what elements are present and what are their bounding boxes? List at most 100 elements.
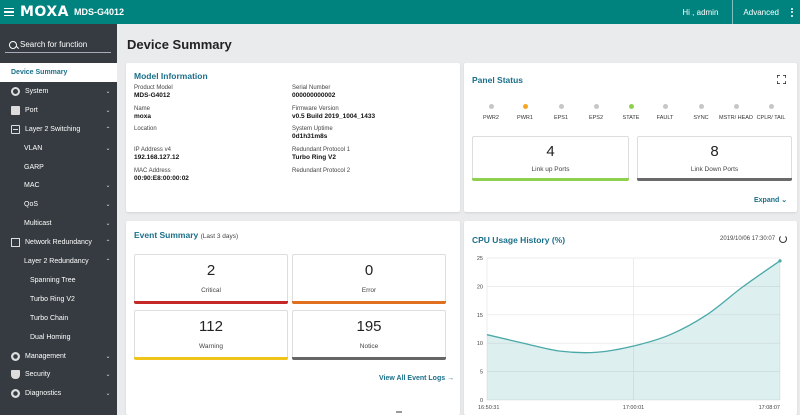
sidebar-item-label: Dual Homing <box>30 333 71 341</box>
sidebar-item-network-redundancy[interactable]: Network Redundancy ⌃ <box>0 233 117 252</box>
cpu-point <box>778 259 782 263</box>
info-value: 0d1h31m8s <box>292 133 328 140</box>
sidebar-item-multicast[interactable]: Multicast ⌄ <box>0 214 117 233</box>
sidebar-item-label: Turbo Ring V2 <box>30 295 75 303</box>
logo: MOXA <box>20 4 69 20</box>
sidebar-item-layer-2-switching[interactable]: Layer 2 Switching ⌃ <box>0 120 117 139</box>
sidebar-item-layer-2-redundancy[interactable]: Layer 2 Redundancy ⌃ <box>0 252 117 271</box>
x-tick-label: 17:08:07 <box>759 405 780 411</box>
link-up-label: Link up Ports <box>531 166 570 173</box>
info-field: Firmware Version v0.5 Build 2019_1004_143… <box>292 106 375 120</box>
x-tick-label: 16:50:31 <box>478 405 499 411</box>
sidebar-item-qos[interactable]: QoS ⌄ <box>0 195 117 214</box>
sidebar-item-garp[interactable]: GARP <box>0 158 117 177</box>
security-icon <box>11 370 20 380</box>
info-key: Product Model <box>134 85 173 91</box>
event-count: 0 <box>364 262 374 279</box>
chevron-down-icon: ⌄ <box>105 391 111 398</box>
led-label: SYNC <box>693 115 709 121</box>
led-eps2-icon <box>593 104 599 109</box>
chevron-down-icon: ⌄ <box>105 183 111 190</box>
led-label: FAULT <box>656 115 674 121</box>
search-placeholder: Search for function <box>20 40 88 49</box>
sidebar-item-security[interactable]: Security ⌄ <box>0 365 117 384</box>
chevron-down-icon: ⌄ <box>105 353 111 360</box>
event-label: Error <box>361 287 377 294</box>
chevron-up-icon: ⌃ <box>105 126 111 133</box>
view-all-event-logs-link[interactable]: View All Event Logs → <box>379 375 454 382</box>
scroll-handle[interactable] <box>396 411 402 413</box>
info-value: v0.5 Build 2019_1004_1433 <box>292 113 376 120</box>
info-key: MAC Address <box>134 168 171 174</box>
y-tick-label: 0 <box>480 398 483 404</box>
more-options-icon[interactable] <box>787 7 797 17</box>
info-field: IP Address v4 192.168.127.12 <box>134 147 179 161</box>
sidebar-item-dual-homing[interactable]: Dual Homing <box>0 328 117 347</box>
event-bar <box>292 357 446 360</box>
info-value: 000000000002 <box>292 92 336 99</box>
sidebar-item-label: Port <box>25 106 38 114</box>
sidebar-item-turbo-chain[interactable]: Turbo Chain <box>0 309 117 328</box>
sidebar-item-diagnostics[interactable]: Diagnostics ⌄ <box>0 384 117 403</box>
sidebar-item-device-summary[interactable]: Device Summary <box>0 63 117 82</box>
sidebar-item-port[interactable]: Port ⌄ <box>0 101 117 120</box>
info-key: Location <box>134 126 157 132</box>
device-model: MDS-G4012 <box>73 7 124 17</box>
sidebar-item-management[interactable]: Management ⌄ <box>0 347 117 366</box>
sidebar-item-turbo-ring-v2[interactable]: Turbo Ring V2 <box>0 290 117 309</box>
expand-link[interactable]: Expand ⌄ <box>754 196 787 204</box>
info-value: 00:90:E8:00:00:02 <box>134 175 189 182</box>
event-notice-box[interactable]: 195 Notice <box>292 310 446 360</box>
expand-label: Expand <box>754 197 780 204</box>
y-tick-label: 20 <box>477 284 483 290</box>
led-pwr2-icon <box>488 104 494 109</box>
network-icon <box>11 238 20 248</box>
sidebar-item-label: MAC <box>24 182 40 190</box>
led-pwr1-icon <box>522 104 528 109</box>
sidebar-item-label: Management <box>25 352 66 360</box>
info-key: IP Address v4 <box>134 147 171 153</box>
led-label: CPLR/ TAIL <box>756 115 786 121</box>
advanced-toggle[interactable]: Advanced <box>743 7 779 17</box>
sidebar-item-spanning-tree[interactable]: Spanning Tree <box>0 271 117 290</box>
chevron-down-icon: ⌄ <box>105 372 111 379</box>
page-title: Device Summary <box>127 37 232 52</box>
chevron-down-icon: ⌄ <box>781 197 788 204</box>
link-down-label: Link Down Ports <box>690 166 739 173</box>
sidebar-item-label: System <box>25 87 49 95</box>
view-all-label: View All Event Logs <box>379 375 446 382</box>
info-field: Serial Number 000000000002 <box>292 85 335 99</box>
menu-icon[interactable] <box>4 7 14 17</box>
management-icon <box>11 351 20 361</box>
sidebar-item-label: Spanning Tree <box>30 276 76 284</box>
link-down-count: 8 <box>710 143 719 160</box>
search-input[interactable]: Search for function <box>5 37 111 53</box>
event-label: Warning <box>199 343 223 350</box>
sidebar-item-system[interactable]: System ⌄ <box>0 82 117 101</box>
event-warning-box[interactable]: 112 Warning <box>134 310 288 360</box>
y-tick-label: 25 <box>477 256 483 262</box>
gear-icon <box>11 86 20 96</box>
link-up-ports[interactable]: 4 Link up Ports <box>472 136 629 181</box>
user-greeting[interactable]: Hi , admin <box>682 7 719 17</box>
led-label: PWR1 <box>517 115 533 121</box>
y-tick-label: 10 <box>477 341 483 347</box>
link-up-count: 4 <box>546 143 555 160</box>
event-error-box[interactable]: 0 Error <box>292 254 446 304</box>
info-field: Redundant Protocol 2 <box>292 168 350 175</box>
sidebar-item-vlan[interactable]: VLAN ⌄ <box>0 139 117 158</box>
cpu-usage-chart: 0 5 10 15 20 25 16:50:31 17:00:01 17:08:07 <box>477 256 782 411</box>
refresh-icon[interactable] <box>779 235 787 243</box>
sidebar-item-label: GARP <box>24 163 44 171</box>
info-field: System Uptime 0d1h31m8s <box>292 126 333 140</box>
event-summary-label: Event Summary <box>134 230 199 240</box>
model-information-title: Model Information <box>134 71 208 81</box>
event-critical-box[interactable]: 2 Critical <box>134 254 288 304</box>
event-summary-title: Event Summary (Last 3 days) <box>134 230 238 240</box>
sidebar-item-mac[interactable]: MAC ⌄ <box>0 176 117 195</box>
switch-icon <box>11 124 20 134</box>
link-down-ports[interactable]: 8 Link Down Ports <box>637 136 792 181</box>
led-sync-icon <box>698 104 704 109</box>
fullscreen-icon[interactable] <box>777 75 786 84</box>
chevron-down-icon: ⌄ <box>105 202 111 209</box>
